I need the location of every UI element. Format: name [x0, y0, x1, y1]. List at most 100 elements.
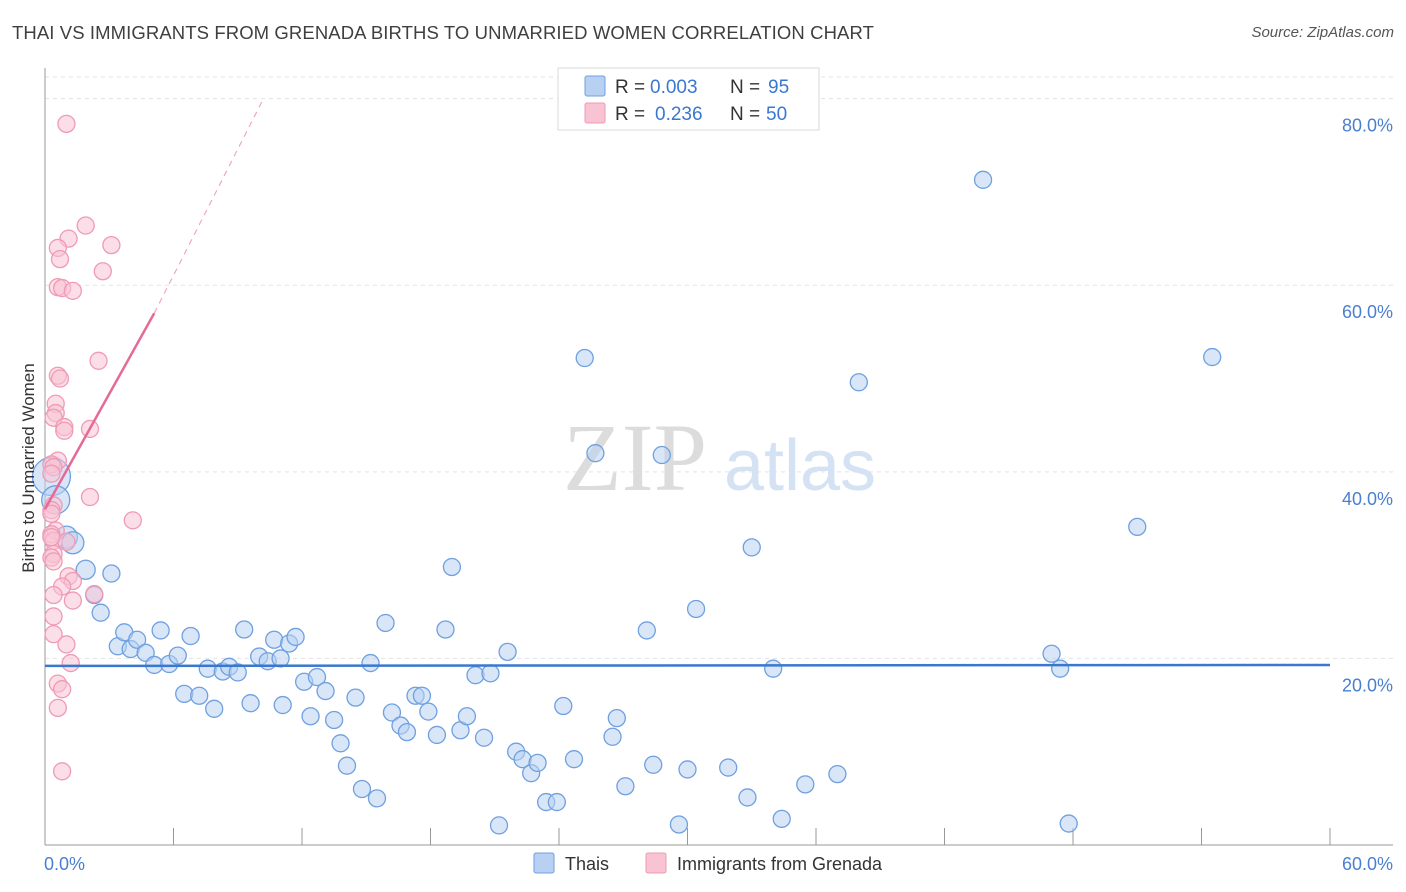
thais-trend-line — [44, 663, 1331, 668]
thais-point — [91, 603, 110, 622]
thais-point — [457, 707, 477, 726]
thais-point — [669, 815, 689, 834]
grenada-point — [50, 369, 70, 388]
thais-point — [205, 699, 224, 718]
grenada-point — [57, 635, 76, 654]
thais-point — [772, 809, 791, 829]
legend-top: R = 0.003 N = 95 R = 0.236 N = 50 — [557, 67, 820, 131]
thais-point — [474, 728, 494, 747]
thais-point — [849, 373, 868, 392]
x-tick-label-max: 60.0% — [1342, 854, 1393, 874]
grenada-trend-line — [43, 312, 156, 510]
axes-layer: 20.0% 40.0% 60.0% 80.0% 0.0% 60.0% — [44, 68, 1393, 874]
grenada-point — [76, 216, 95, 235]
grenada-point — [55, 421, 74, 440]
legend-bottom-swatch-grenada — [645, 852, 667, 874]
y-axis-label: Births to Unmarried Women — [19, 363, 38, 572]
thais-point — [324, 710, 344, 730]
thais-point — [273, 695, 292, 715]
y-tick-label: 80.0% — [1342, 116, 1393, 136]
watermark-atlas: atlas — [724, 426, 876, 506]
thais-point — [973, 170, 993, 189]
grenada-point — [52, 762, 72, 781]
thais-point — [466, 666, 485, 685]
legend-bottom-label-grenada: Immigrants from Grenada — [677, 854, 883, 874]
thais-point — [367, 789, 387, 808]
legend-swatch-thais — [584, 75, 606, 97]
legend-n-label-grenada: N = — [730, 104, 760, 125]
legend-n-value-thais: 95 — [768, 77, 789, 98]
thais-point — [764, 659, 783, 678]
grenada-point — [85, 584, 104, 604]
legend-bottom-label-thais: Thais — [565, 854, 609, 874]
thais-point — [828, 764, 847, 784]
grenada-point — [63, 591, 82, 610]
thais-point — [575, 348, 594, 368]
thais-point — [554, 696, 573, 716]
thais-point — [481, 664, 500, 683]
thais-point — [498, 642, 517, 662]
grenada-point — [123, 511, 142, 530]
thais-point — [331, 734, 350, 753]
thais-point — [427, 725, 447, 745]
thais-point — [742, 538, 761, 557]
thais-point — [616, 777, 635, 796]
grenada-point — [80, 487, 100, 507]
thais-point — [168, 646, 187, 665]
thais-point — [181, 626, 200, 646]
points-layer — [31, 114, 1222, 835]
watermark-zip: ZIP — [563, 404, 707, 511]
thais-point — [376, 613, 395, 633]
thais-point — [436, 620, 455, 639]
grenada-point — [42, 464, 61, 483]
thais-point — [586, 444, 605, 463]
thais-point — [1051, 659, 1070, 678]
thais-point — [301, 707, 320, 726]
legend-bottom: Thais Immigrants from Grenada — [533, 852, 883, 874]
grenada-point — [61, 653, 80, 673]
thais-point — [564, 750, 584, 769]
thais-point — [198, 659, 217, 678]
thais-point — [419, 702, 438, 721]
thais-point — [1128, 517, 1147, 537]
thais-point — [307, 667, 327, 687]
thais-point — [228, 663, 247, 682]
x-tick-label-min: 0.0% — [44, 854, 85, 874]
thais-point — [442, 557, 462, 577]
thais-point — [271, 649, 290, 668]
thais-point — [151, 621, 170, 640]
chart-title: THAI VS IMMIGRANTS FROM GRENADA BIRTHS T… — [12, 22, 874, 43]
thais-point — [286, 627, 305, 647]
thais-point — [75, 559, 96, 580]
thais-point — [235, 620, 254, 639]
source-credit: Source: ZipAtlas.com — [1251, 24, 1394, 41]
thais-point — [1203, 347, 1222, 367]
thais-point — [346, 688, 365, 707]
thais-point — [175, 684, 194, 704]
thais-point — [316, 681, 335, 701]
legend-r-label-thais: R = — [615, 77, 645, 98]
grenada-point — [102, 235, 121, 255]
thais-point — [652, 445, 671, 465]
grid-layer — [45, 76, 1393, 659]
grenada-point — [44, 585, 63, 605]
thais-point — [102, 564, 121, 583]
thais-point — [603, 727, 622, 746]
grenada-point — [44, 607, 63, 626]
legend-n-label-thais: N = — [730, 77, 760, 98]
thais-point — [796, 775, 815, 794]
y-tick-label: 60.0% — [1342, 302, 1393, 322]
thais-point — [397, 722, 417, 742]
thais-point — [241, 694, 260, 713]
legend-r-value-thais: 0.003 — [650, 77, 698, 98]
thais-point — [644, 755, 663, 774]
thais-point — [547, 792, 567, 812]
legend-r-value-grenada: 0.236 — [655, 104, 703, 125]
grenada-trend-extension — [153, 98, 264, 314]
legend-swatch-grenada — [584, 102, 606, 124]
thais-point — [337, 756, 357, 775]
grenada-point — [57, 114, 76, 133]
grenada-point — [63, 281, 82, 300]
thais-point — [361, 653, 380, 673]
